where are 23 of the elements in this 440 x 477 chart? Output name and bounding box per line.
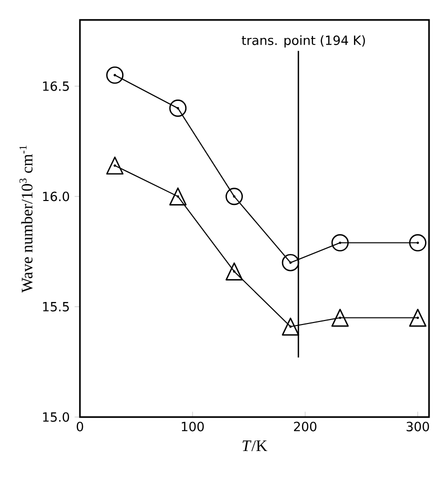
point xyxy=(332,308,349,327)
point xyxy=(169,187,187,206)
x-tick-label: 0 xyxy=(76,422,84,432)
x-tick-label: 300 xyxy=(406,422,430,432)
point xyxy=(226,188,244,206)
point xyxy=(226,262,244,280)
x-tick-label: 200 xyxy=(294,422,317,432)
point xyxy=(282,254,300,272)
point xyxy=(409,234,427,252)
y-tick-label: 15.5 xyxy=(43,302,69,312)
point xyxy=(282,318,300,336)
y-tick-label: 15.0 xyxy=(43,412,70,422)
x-axis-title: T/K xyxy=(242,440,268,452)
ref-line-label: trans. point (194 K) xyxy=(242,35,366,48)
y-tick-label: 16.5 xyxy=(43,81,69,91)
point xyxy=(409,308,427,327)
y-tick-label: 16.0 xyxy=(43,192,70,202)
point xyxy=(332,234,349,252)
point xyxy=(106,156,124,175)
point xyxy=(106,66,124,84)
point xyxy=(169,100,187,117)
y-axis-title: Wave number/10$^{3}$ cm$^{-1}$ xyxy=(20,146,33,293)
x-tick-label: 100 xyxy=(182,422,204,432)
